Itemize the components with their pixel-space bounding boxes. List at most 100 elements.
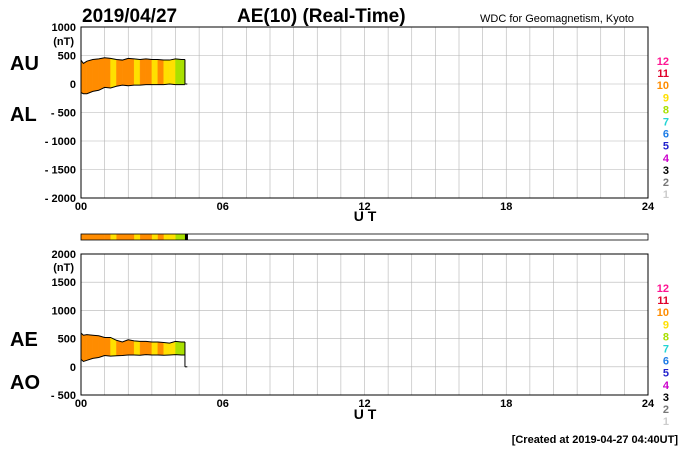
au-al-y-tick-label: 0 <box>70 79 76 91</box>
ae-ao-station-scale-label: 9 <box>663 319 669 331</box>
au-al-band-segment <box>181 59 186 85</box>
ae-ao-station-scale-label: 2 <box>663 404 669 416</box>
ae-ao-station-scale-label: 7 <box>663 344 669 356</box>
ae-ao-y-unit: (nT) <box>53 262 74 274</box>
ae-ao-band-segment <box>92 334 99 359</box>
created-timestamp: [Created at 2019-04-27 04:40UT] <box>512 434 679 446</box>
ae-ao-band-segment <box>83 334 88 362</box>
ae-ao-x-tick-label: 06 <box>217 398 229 410</box>
ae-ao-x-tick-label: 00 <box>75 398 87 410</box>
au-al-station-scale-label: 3 <box>663 165 669 177</box>
station-strip-segment <box>128 234 135 240</box>
ae-label: AE <box>10 329 38 351</box>
ae-ao-y-tick-label: 500 <box>58 334 76 346</box>
ae-ao-y-tick-label: 0 <box>70 362 76 374</box>
au-al-y-tick-label: - 500 <box>51 108 76 120</box>
au-al-station-scale-label: 2 <box>663 177 669 189</box>
ae-ao-x-tick-label: 18 <box>500 398 512 410</box>
ae-ao-band-segment <box>163 342 170 356</box>
ae-ao-station-scale-label: 4 <box>663 380 670 392</box>
au-al-station-scale-label: 1 <box>663 189 669 201</box>
station-strip-segment <box>140 234 147 240</box>
au-al-station-scale-label: 4 <box>663 153 670 165</box>
al-label: AL <box>10 104 37 126</box>
ae-ao-station-scale-label: 11 <box>657 295 669 307</box>
au-al-band-segment <box>110 58 117 89</box>
station-strip-segment <box>86 234 94 240</box>
station-count-strip <box>80 233 649 241</box>
station-strip-segment <box>116 234 123 240</box>
ae-ao-band-segment <box>98 335 105 358</box>
au-al-x-ticks: 00 06 12 18 24 <box>75 201 655 213</box>
au-al-x-tick-label: 06 <box>217 201 229 213</box>
station-strip-segment <box>83 234 88 240</box>
au-al-station-scale-label: 6 <box>663 129 669 141</box>
au-al-y-tick-label: - 2000 <box>45 193 76 205</box>
au-al-band-segment <box>139 58 147 86</box>
station-strip-segment <box>122 234 129 240</box>
ae-ao-marks <box>80 332 188 368</box>
au-al-station-scale-label: 11 <box>657 68 669 80</box>
ae-ao-y-tick-label: 2000 <box>52 249 76 261</box>
au-al-band-segment <box>175 58 182 85</box>
au-al-band-segment <box>86 59 94 94</box>
au-al-station-scale-label: 7 <box>663 117 669 129</box>
ae-ao-band-segment <box>145 341 153 356</box>
ae-ao-x-tick-label: 24 <box>642 398 655 410</box>
au-al-band-segment <box>98 57 105 91</box>
station-strip-segment <box>151 234 159 240</box>
station-strip-segment <box>163 234 170 240</box>
station-count-strip-frame <box>80 233 649 241</box>
ao-label: AO <box>10 372 40 394</box>
au-al-au-line <box>80 57 185 65</box>
au-al-station-scale-label: 5 <box>663 141 669 153</box>
ae-ao-band-segment <box>169 341 176 356</box>
au-al-grid <box>81 27 648 198</box>
station-count-strip-marks <box>81 234 188 240</box>
ae-ao-grid <box>81 254 648 395</box>
au-al-y-unit: (nT) <box>53 36 74 48</box>
ae-ao-station-scale-label: 5 <box>663 368 669 380</box>
ae-ao-station-scale-label: 3 <box>663 392 669 404</box>
station-strip-segment <box>145 234 153 240</box>
ae-ao-band-segment <box>157 341 164 356</box>
ae-ao-frame <box>80 253 649 396</box>
ae-ao-band-segment <box>116 340 123 357</box>
au-al-band-segment <box>83 60 88 94</box>
ae-ao-station-scale-label: 1 <box>663 416 669 428</box>
au-al-station-scale-label: 9 <box>663 92 669 104</box>
ae-ao-x-tick-label: 12 <box>358 398 370 410</box>
au-al-x-tick-label: 12 <box>358 201 370 213</box>
plot-title: AE(10) (Real-Time) <box>237 6 406 27</box>
station-strip-segment <box>157 234 164 240</box>
station-strip-segment <box>181 234 186 240</box>
ae-ao-band-segment <box>128 339 135 356</box>
station-strip-segment <box>169 234 176 240</box>
au-al-band-segment <box>151 59 158 85</box>
ae-ao-band-segment <box>175 341 182 356</box>
au-al-frame <box>80 26 649 199</box>
ae-ao-band-segment <box>139 341 147 356</box>
au-al-marks <box>80 57 188 95</box>
ae-ao-ao-line <box>80 354 185 363</box>
station-strip-segment <box>81 234 84 240</box>
ae-ao-y-ticks: 2000 1500 1000 500 0 - 500 <box>51 249 76 402</box>
ae-ao-band-segment <box>133 340 141 356</box>
ae-ao-station-scale-label: 8 <box>663 331 669 343</box>
station-strip-segment <box>110 234 117 240</box>
au-al-x-tick-label: 18 <box>500 201 512 213</box>
ae-ao-station-scale-label: 12 <box>657 283 669 295</box>
au-al-y-tick-label: 500 <box>58 51 76 63</box>
station-strip-segment <box>104 234 111 240</box>
au-al-band-segment <box>157 59 164 85</box>
ae-ao-band-segment <box>104 337 111 357</box>
ae-ao-ae-line <box>80 332 185 344</box>
au-al-band-segment <box>104 57 111 89</box>
au-al-band-segment <box>133 58 141 86</box>
ae-ao-x-ticks: 00 06 12 18 24 <box>75 398 655 410</box>
ae-ao-band-segment <box>151 341 158 356</box>
